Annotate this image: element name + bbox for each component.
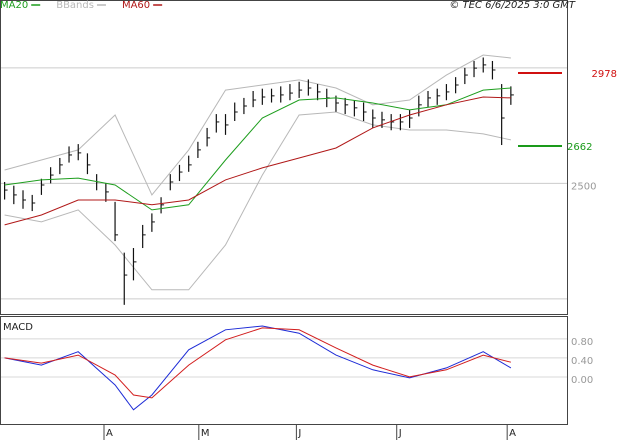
legend-label: MA20 bbox=[0, 0, 28, 11]
y-tick-label: 0.80 bbox=[571, 337, 593, 348]
legend-label: MA60 bbox=[122, 0, 150, 11]
y-tick-label: 2500 bbox=[571, 181, 596, 192]
level-label: 2978 bbox=[592, 69, 617, 80]
macd-line bbox=[4, 327, 512, 399]
moving-average bbox=[4, 96, 511, 226]
bband-lower bbox=[4, 111, 512, 291]
x-tick-label: M bbox=[201, 428, 210, 439]
x-tick-label: J bbox=[297, 428, 301, 439]
bband-upper bbox=[4, 54, 511, 196]
moving-average bbox=[4, 87, 511, 211]
y-tick-label: 0.40 bbox=[571, 356, 593, 367]
price-frame bbox=[0, 0, 568, 315]
x-tick-label: J bbox=[398, 428, 402, 439]
x-tick-label: A bbox=[106, 428, 113, 439]
macd-title: MACD bbox=[3, 322, 33, 333]
source: © TEC 6/6/2025 3:0 GMT bbox=[449, 0, 576, 11]
level-label: 2662 bbox=[567, 142, 592, 153]
macd-frame bbox=[0, 316, 568, 425]
x-tick-label: A bbox=[509, 428, 516, 439]
y-tick-label: 0.00 bbox=[571, 375, 593, 386]
legend-label: BBands bbox=[56, 0, 94, 11]
